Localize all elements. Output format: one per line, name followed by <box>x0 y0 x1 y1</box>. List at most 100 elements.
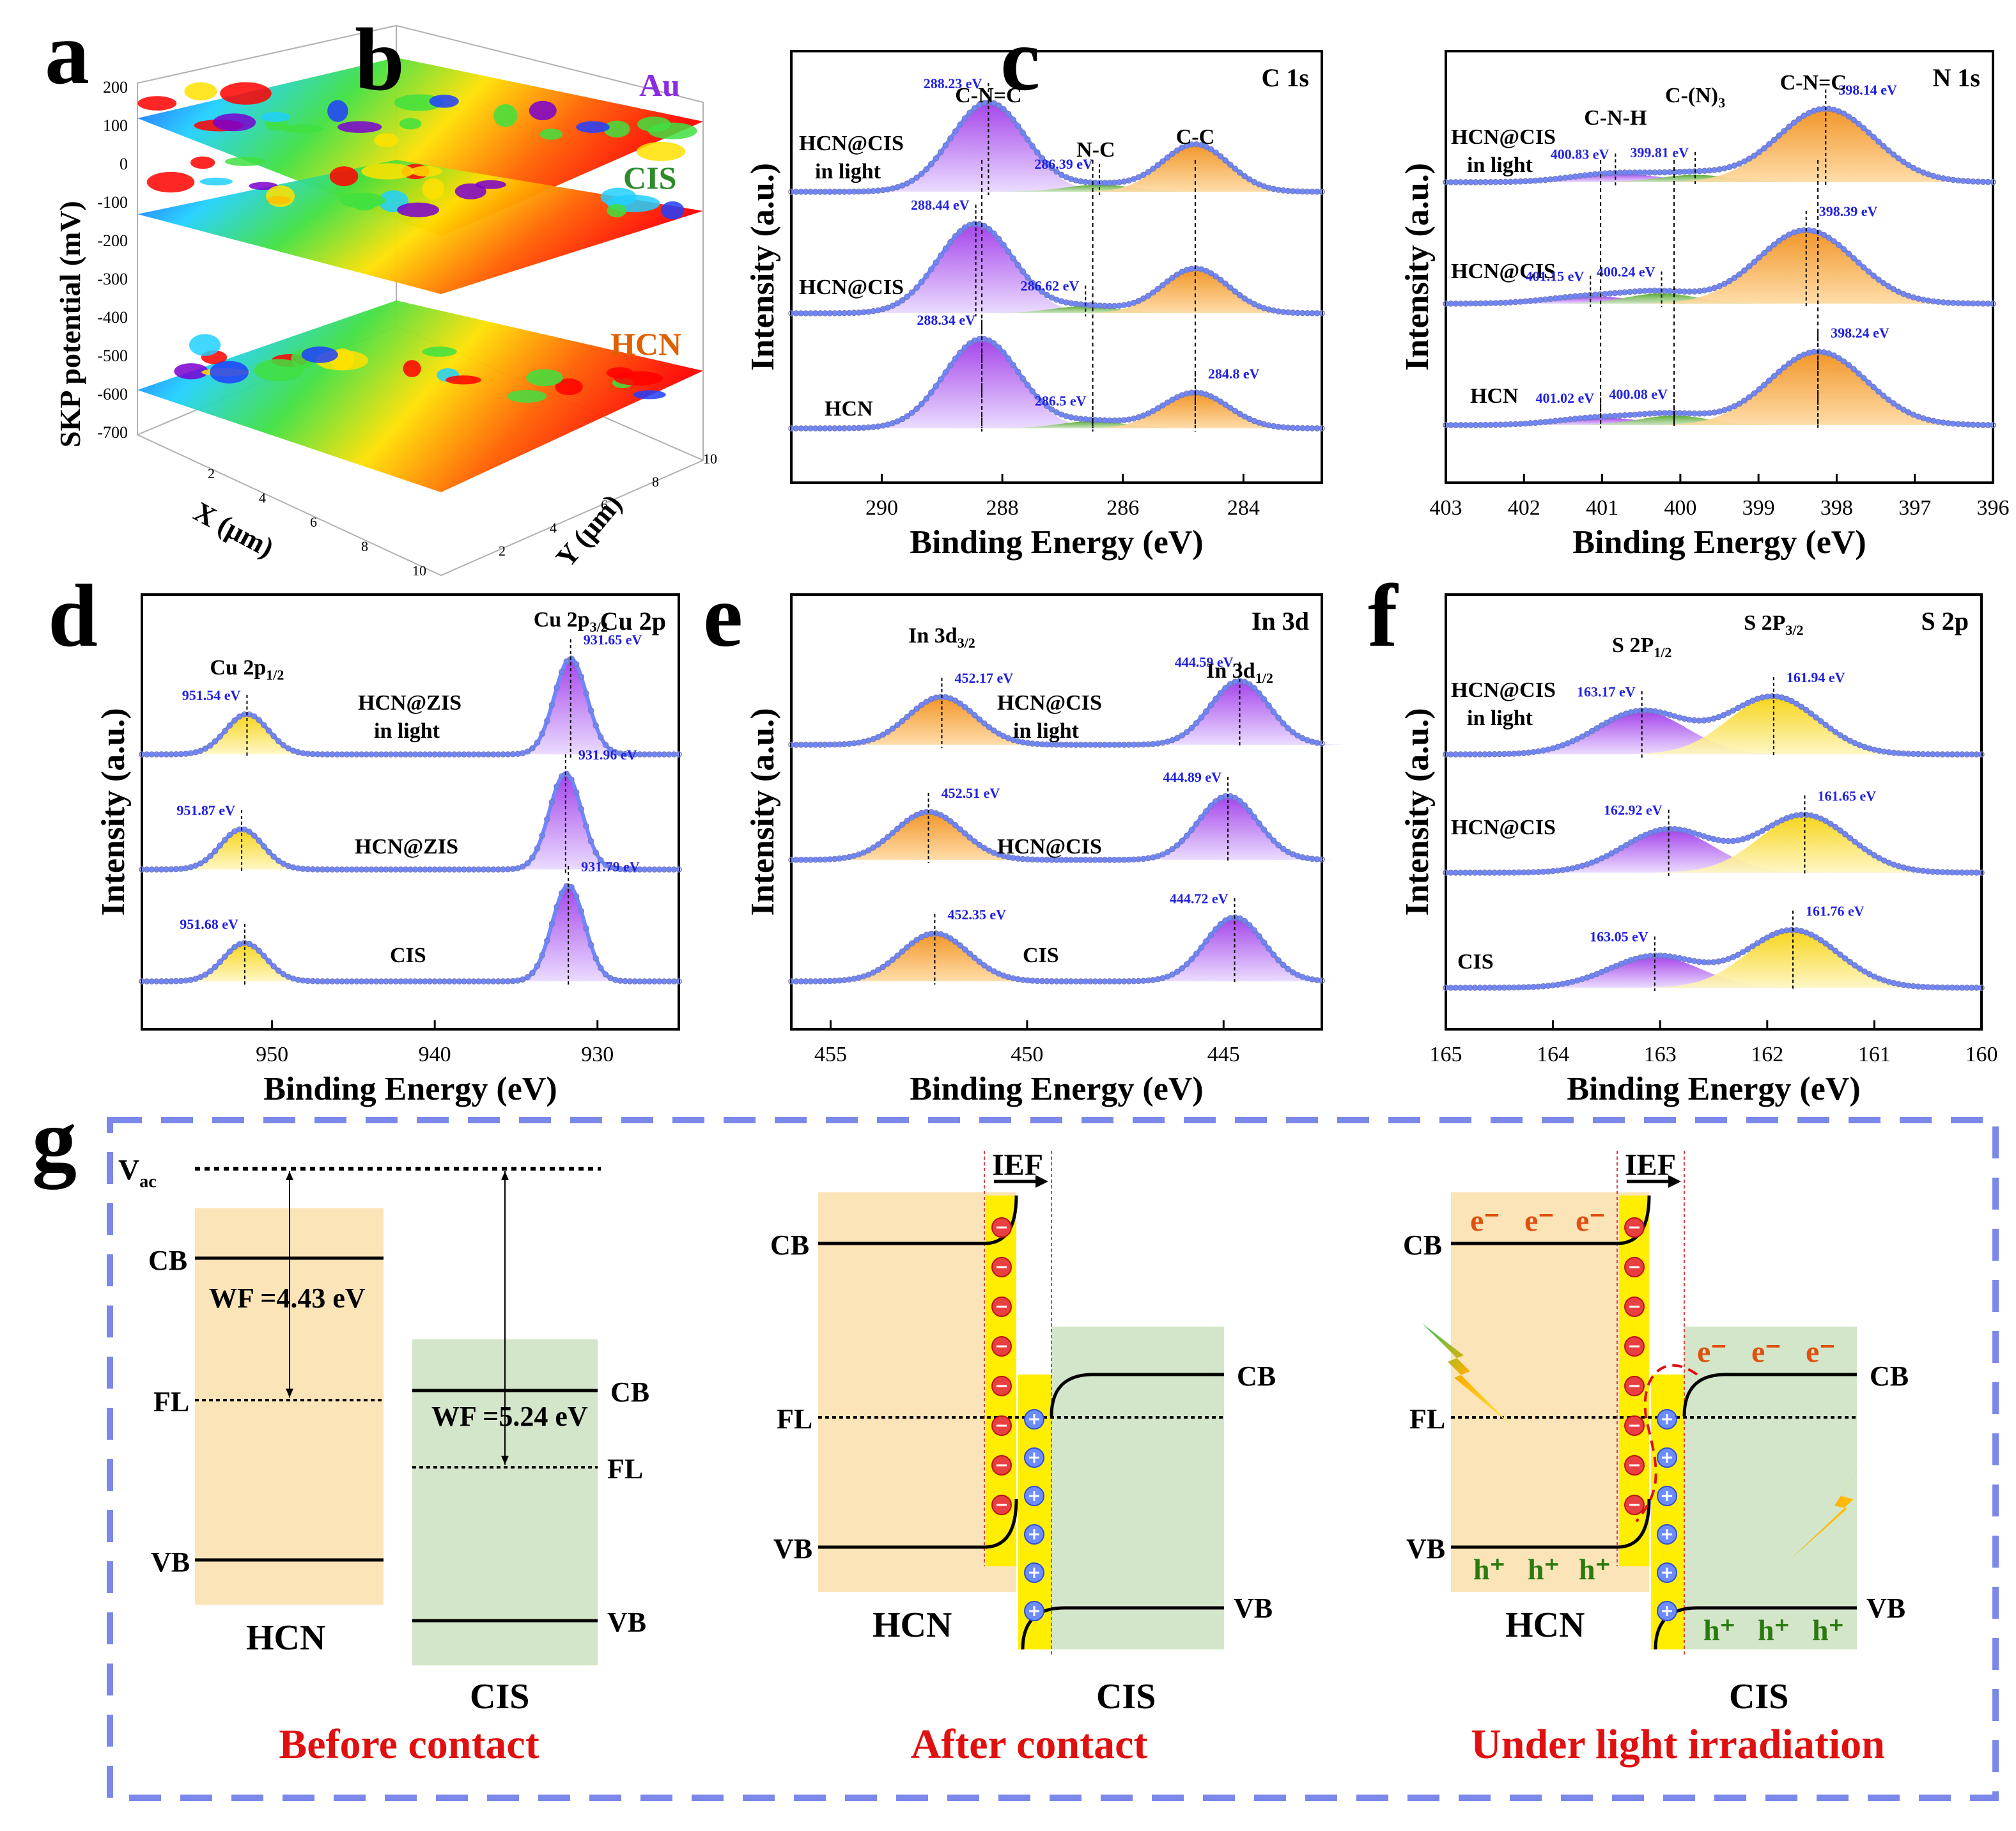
panel-f-data-point <box>1764 825 1771 832</box>
panel-e-data-point <box>1188 956 1195 963</box>
panel-b-data-point <box>986 226 993 233</box>
panel-a-ztick: 8 <box>652 474 659 490</box>
panel-d-data-point <box>563 770 570 777</box>
panel-b-data-point <box>1140 412 1147 419</box>
panel-e-peak-position-label: 452.51 eV <box>942 785 1000 801</box>
panel-f-data-point <box>1749 832 1756 839</box>
panel-c-xtick-label: 402 <box>1508 496 1540 520</box>
panel-c-data-point <box>1870 134 1877 141</box>
panel-c-data-point <box>1761 382 1767 389</box>
ief-label-light: IEF <box>1625 1148 1676 1182</box>
panel-c-series: HCN@CIS in light 400.83 eV 399.81 eV 398.14 … <box>1443 82 1996 185</box>
panel-b-data-point <box>923 272 930 279</box>
panel-e-peak-position-label: 444.89 eV <box>1163 769 1221 785</box>
panel-d-data-point <box>197 974 204 981</box>
panel-f-data-point <box>1754 830 1761 837</box>
panel-e-peak-position-label: 444.59 eV <box>1175 654 1234 670</box>
panel-e-data-point <box>1241 917 1248 924</box>
panel-f-data-point <box>1569 738 1576 745</box>
panel-e-ylabel: Intensity (a.u.) <box>745 708 781 916</box>
panel-c-data-point <box>1845 251 1852 257</box>
panel-b-data-point <box>918 401 925 407</box>
panel-d-data-point <box>280 970 287 978</box>
surface-patch <box>607 203 627 217</box>
panel-b-data-point <box>1053 409 1060 416</box>
panel-c-data-point <box>1900 159 1907 166</box>
panel-e-data-point <box>976 716 983 722</box>
panel-c-data-point <box>1731 403 1738 410</box>
panel-e-data-point <box>904 818 910 824</box>
panel-a-letter: a <box>45 4 89 103</box>
panel-d-data-point <box>524 974 531 981</box>
panel-d-component-label-main: Cu 2p <box>210 656 266 680</box>
panel-f-data-point <box>1579 733 1586 740</box>
panel-b-data-point <box>995 102 1002 109</box>
panel-a-ytick: 100 <box>103 116 128 135</box>
panel-b-data-point <box>1010 362 1016 368</box>
panel-b-data-point <box>1222 280 1229 287</box>
panel-f-component-label: S 2P3/2 <box>1744 611 1803 638</box>
panel-c-data-point <box>1885 283 1892 290</box>
panel-d-data-point <box>265 728 272 734</box>
cis-vb-label-after: VB <box>1234 1593 1273 1624</box>
panel-e-data-point <box>1198 944 1205 951</box>
panel-d-data-point <box>212 848 219 855</box>
panel-c-data-point <box>1795 116 1803 122</box>
panel-a-xlabel: X (μm) <box>189 496 279 564</box>
light-diagram: IEF CB VB FL CB VB e⁻ e⁻ e⁻ e⁻ e⁻ e⁻ h⁺ h⁺ h⁺ h⁺ h… <box>1403 1148 1909 1768</box>
panel-d-data-point <box>598 857 604 864</box>
panel-f-data-point <box>1588 728 1595 735</box>
panel-e-data-point <box>1280 720 1287 727</box>
panel-e-data-point <box>1246 807 1253 814</box>
panel-d-data-point <box>676 978 682 985</box>
panel-e-data-point <box>986 724 993 731</box>
panel-c-data-point <box>1840 110 1847 117</box>
panel-e-series: HCN@CIS in light 444.59 eV 452.17 eV <box>788 654 1343 748</box>
panel-f-data-point <box>1720 712 1727 719</box>
hcn-vb-light <box>1451 1499 1651 1549</box>
panel-e-series: HCN@CIS 444.89 eV 452.51 eV <box>788 769 1331 863</box>
panel-e-data-point <box>966 950 973 957</box>
panel-b-data-point <box>1154 162 1161 169</box>
panel-f-peak-position-label: 161.76 eV <box>1806 903 1865 919</box>
panel-d-data-point <box>676 751 682 758</box>
hcn-label-after: HCN <box>872 1605 952 1645</box>
panel-f-xtick-label: 163 <box>1644 1043 1677 1066</box>
panel-e-data-point <box>1260 939 1268 946</box>
panel-b-data-point <box>1005 355 1012 362</box>
panel-c-series-label: HCN@CIS in light <box>1451 125 1556 177</box>
panel-f-data-point <box>1847 958 1854 965</box>
panel-b-xlabel: Binding Energy (eV) <box>910 524 1203 561</box>
electron: e⁻ <box>1470 1204 1500 1238</box>
panel-d-data-point <box>583 925 589 931</box>
panel-b-data-point <box>913 175 920 181</box>
panel-a-zlabel: Y (μm) <box>550 488 628 573</box>
panel-b-data-point <box>913 284 920 291</box>
surface-patch <box>373 133 399 148</box>
panel-a-ytick: -200 <box>97 231 128 250</box>
panel-f-component-label-sub: 1/2 <box>1654 644 1671 660</box>
surface-patch <box>352 198 377 211</box>
panel-c-data-point <box>1771 241 1778 248</box>
panel-b-data-point <box>1053 168 1060 175</box>
panel-b-data-point <box>995 235 1002 242</box>
panel-f-data-point <box>1856 842 1863 849</box>
panel-f-data-point <box>1603 719 1610 726</box>
panel-g: g Vac CB FL VB WF =4.43 eV CB FL VB <box>32 1091 1999 1801</box>
panel-d-component-label-sub: 3/2 <box>590 619 608 635</box>
panel-c-data-point <box>1746 394 1753 401</box>
panel-f-data-point <box>1783 696 1790 703</box>
panel-d-fit-line <box>142 772 679 871</box>
panel-f-data-point <box>1866 849 1873 855</box>
fl-label-light: FL <box>1409 1403 1445 1435</box>
surface-patch <box>397 202 440 217</box>
surface-patch <box>399 118 422 130</box>
panel-e-data-point <box>1213 926 1219 933</box>
panel-c-data-point <box>1856 370 1862 377</box>
panel-e-series-label: HCN@CIS in light <box>997 691 1102 743</box>
panel-a-ztick: 6 <box>601 497 608 513</box>
panel-f-data-point <box>1623 842 1629 848</box>
panel-b-data-point <box>904 293 910 300</box>
surface-patch <box>603 120 630 138</box>
